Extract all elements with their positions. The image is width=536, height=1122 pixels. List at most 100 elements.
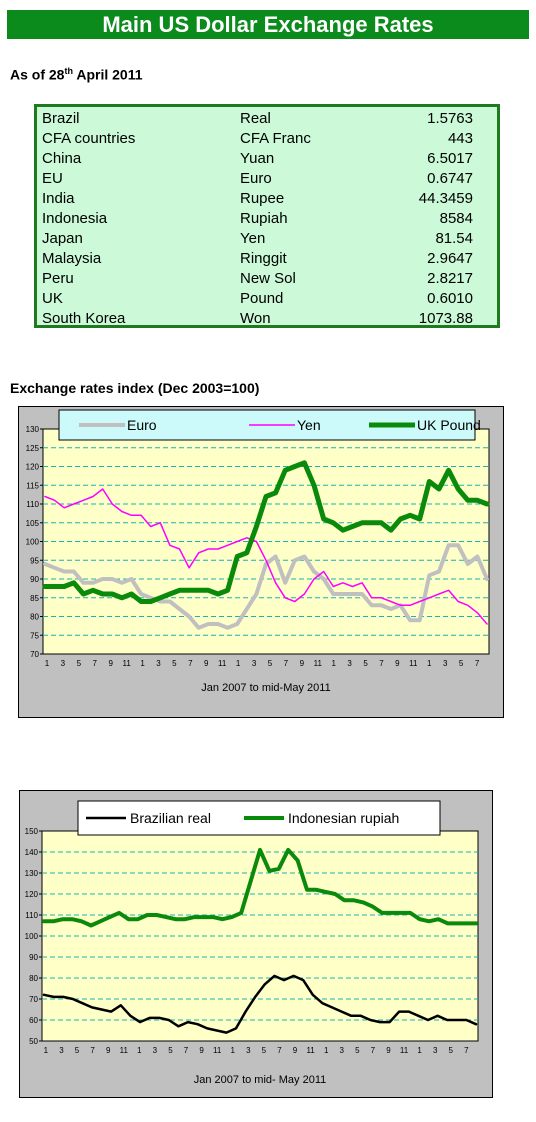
y-tick-label: 110 (26, 500, 39, 509)
y-tick-label: 50 (29, 1037, 38, 1046)
series-line-uk-pound (42, 460, 490, 604)
x-tick-label: 7 (277, 1046, 282, 1055)
x-tick-label: 11 (306, 1046, 315, 1055)
rate-cell: 6.5017 (427, 150, 473, 167)
x-tick-label: 9 (386, 1046, 391, 1055)
rate-cell: 0.6010 (427, 290, 473, 307)
y-tick-label: 120 (25, 890, 39, 899)
x-tick-label: 1 (427, 659, 432, 668)
x-tick-label: 7 (90, 1046, 95, 1055)
country-cell: Indonesia (42, 210, 108, 227)
rate-row: Brazil Real 1.5763 (37, 109, 497, 129)
y-tick-label: 120 (26, 463, 40, 472)
currency-cell: Yuan (240, 150, 275, 167)
country-cell: UK (42, 290, 63, 307)
x-tick-label: 9 (106, 1046, 111, 1055)
x-tick-label: 5 (262, 1046, 267, 1055)
x-tick-label: 1 (45, 659, 50, 668)
rate-row: Japan Yen 81.54 (37, 229, 497, 249)
y-tick-label: 70 (30, 650, 39, 659)
y-tick-label: 105 (26, 519, 40, 528)
series-line-indonesian-rupiah (42, 847, 478, 928)
rate-cell: 2.9647 (427, 250, 473, 267)
x-tick-label: 1 (324, 1046, 329, 1055)
x-tick-label: 11 (218, 659, 227, 668)
x-tick-label: 9 (395, 659, 400, 668)
rate-cell: 0.6747 (427, 170, 473, 187)
x-tick-label: 9 (108, 659, 113, 668)
x-tick-label: 5 (268, 659, 273, 668)
rate-row: Malaysia Ringgit 2.9647 (37, 249, 497, 269)
currency-cell: Yen (240, 230, 266, 247)
rate-row: CFA countries CFA Franc 443 (37, 129, 497, 149)
x-tick-label: 3 (347, 659, 352, 668)
page-title: Main US Dollar Exchange Rates (7, 10, 529, 39)
legend-label: UK Pound (417, 417, 481, 433)
x-tick-label: 5 (449, 1046, 454, 1055)
x-tick-label: 7 (284, 659, 289, 668)
legend-label: Yen (297, 417, 321, 433)
rate-row: EU Euro 0.6747 (37, 169, 497, 189)
rate-row: India Rupee 44.3459 (37, 189, 497, 209)
x-tick-label: 11 (400, 1046, 409, 1055)
y-tick-label: 110 (25, 911, 38, 920)
x-tick-label: 5 (172, 659, 177, 668)
x-tick-label: 9 (300, 659, 305, 668)
y-tick-label: 130 (26, 425, 40, 434)
rate-row: South Korea Won 1073.88 (37, 309, 497, 329)
y-tick-label: 90 (30, 575, 39, 584)
y-tick-label: 95 (30, 556, 39, 565)
exchange-rates-table: Brazil Real 1.5763 CFA countries CFA Franc 44… (34, 104, 500, 328)
x-tick-label: 5 (355, 1046, 360, 1055)
x-tick-label: 7 (379, 659, 384, 668)
exchange-rate-index-chart: 70 75 80 85 90 95 100 105 110 115 120 125 130 1 3 5 7 9 11… (18, 406, 504, 718)
rate-cell: 44.3459 (418, 190, 473, 207)
x-tick-label: 3 (246, 1046, 251, 1055)
x-tick-label: 1 (231, 1046, 236, 1055)
currency-cell: Euro (240, 170, 272, 187)
y-tick-label: 140 (25, 848, 39, 857)
x-tick-label: 3 (433, 1046, 438, 1055)
series-line-brazilian-real (42, 974, 478, 1034)
x-tick-label: 5 (459, 659, 464, 668)
x-tick-label: 7 (93, 659, 98, 668)
x-tick-label: 7 (188, 659, 193, 668)
rate-row: UK Pound 0.6010 (37, 289, 497, 309)
x-tick-label: 1 (137, 1046, 142, 1055)
x-tick-label: 9 (199, 1046, 204, 1055)
x-tick-label: 5 (168, 1046, 173, 1055)
y-tick-label: 115 (26, 481, 39, 490)
x-tick-label: 1 (44, 1046, 49, 1055)
country-cell: India (42, 190, 75, 207)
x-axis-label: Jan 2007 to mid- May 2011 (194, 1074, 326, 1086)
x-tick-label: 7 (475, 659, 480, 668)
legend-label: Brazilian real (130, 810, 211, 826)
x-tick-label: 5 (77, 659, 82, 668)
x-tick-label: 11 (213, 1046, 222, 1055)
currency-cell: Ringgit (240, 250, 287, 267)
x-tick-label: 11 (120, 1046, 129, 1055)
x-tick-label: 9 (204, 659, 209, 668)
currency-cell: New Sol (240, 270, 296, 287)
series-line-euro (43, 543, 489, 630)
currency-cell: Rupiah (240, 210, 288, 227)
rate-row: China Yuan 6.5017 (37, 149, 497, 169)
y-tick-label: 130 (25, 869, 39, 878)
rate-cell: 81.54 (435, 230, 473, 247)
x-tick-label: 3 (59, 1046, 64, 1055)
x-tick-label: 9 (293, 1046, 298, 1055)
y-tick-label: 100 (25, 932, 39, 941)
real-rupiah-chart: 50 60 70 80 90 100 110 120 130 140 150 1 3 5 7 9 11 1 3 5 7 9… (19, 790, 493, 1098)
x-tick-label: 7 (464, 1046, 469, 1055)
x-tick-label: 7 (371, 1046, 376, 1055)
x-tick-label: 7 (184, 1046, 189, 1055)
country-cell: South Korea (42, 310, 126, 327)
y-tick-label: 75 (30, 631, 39, 640)
x-tick-label: 11 (314, 659, 323, 668)
x-tick-label: 3 (340, 1046, 345, 1055)
rate-cell: 1073.88 (418, 310, 473, 327)
y-tick-label: 60 (29, 1016, 38, 1025)
x-tick-label: 3 (252, 659, 257, 668)
